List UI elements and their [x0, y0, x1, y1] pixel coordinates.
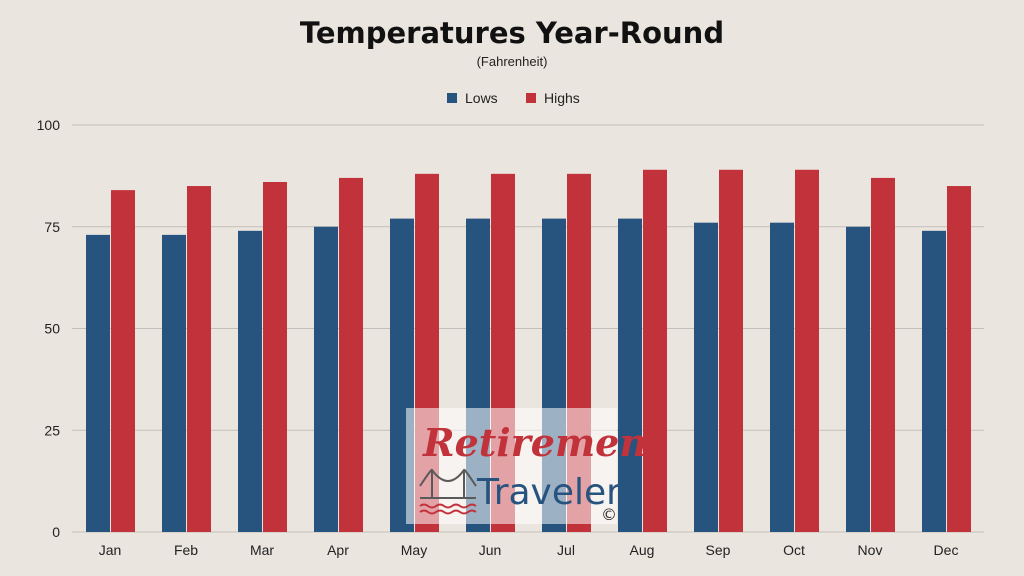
x-axis: Jan Feb Mar Apr May Jun Jul Aug Sep Oct Nov Dec — [99, 542, 959, 558]
bar-lows-oct — [770, 222, 794, 532]
y-tick-label: 0 — [52, 524, 60, 540]
bar-lows-aug — [618, 218, 642, 533]
x-tick-label: Oct — [783, 542, 805, 558]
x-tick-label: Jul — [557, 542, 575, 558]
bar-highs-nov — [871, 177, 895, 532]
bar-highs-sep — [719, 169, 743, 532]
bridge-icon — [419, 468, 477, 515]
bar-lows-feb — [162, 234, 186, 532]
bar-highs-feb — [187, 186, 211, 533]
x-tick-label: Apr — [327, 542, 349, 558]
bar-lows-apr — [314, 226, 338, 532]
bar-highs-aug — [643, 169, 667, 532]
x-tick-label: Mar — [250, 542, 274, 558]
watermark-line2: Travelers — [476, 472, 640, 513]
watermark-line1: Retirement — [422, 420, 665, 465]
legend-label-highs: Highs — [544, 90, 580, 106]
legend-swatch-lows — [447, 93, 457, 103]
watermark-logo: Retirement Travelers © — [406, 408, 665, 524]
x-tick-label: Sep — [706, 542, 731, 558]
bar-highs-jan — [111, 190, 135, 532]
y-tick-label: 25 — [44, 422, 60, 438]
bar-highs-oct — [795, 169, 819, 532]
x-tick-label: Nov — [858, 542, 883, 558]
bar-lows-dec — [922, 230, 946, 532]
y-tick-label: 100 — [37, 117, 61, 133]
y-tick-label: 75 — [44, 219, 60, 235]
bar-highs-apr — [339, 177, 363, 532]
chart-subtitle: (Fahrenheit) — [477, 54, 548, 69]
chart-title: Temperatures Year-Round — [300, 16, 724, 50]
watermark-copyright: © — [601, 505, 617, 524]
bar-lows-nov — [846, 226, 870, 532]
gridlines — [72, 124, 984, 533]
bar-highs-dec — [947, 186, 971, 533]
legend-swatch-highs — [526, 93, 536, 103]
bar-lows-mar — [238, 230, 262, 532]
x-tick-label: Dec — [934, 542, 959, 558]
x-tick-label: Aug — [630, 542, 655, 558]
x-tick-label: Feb — [174, 542, 198, 558]
x-tick-label: Jun — [479, 542, 502, 558]
bar-lows-jan — [86, 234, 110, 532]
bar-highs-mar — [263, 181, 287, 533]
x-tick-label: Jan — [99, 542, 122, 558]
legend-label-lows: Lows — [465, 90, 498, 106]
y-axis: 0 25 50 75 100 — [37, 117, 61, 540]
x-tick-label: May — [401, 542, 427, 558]
y-tick-label: 50 — [44, 321, 60, 337]
bar-lows-sep — [694, 222, 718, 532]
legend: Lows Highs — [447, 90, 580, 106]
